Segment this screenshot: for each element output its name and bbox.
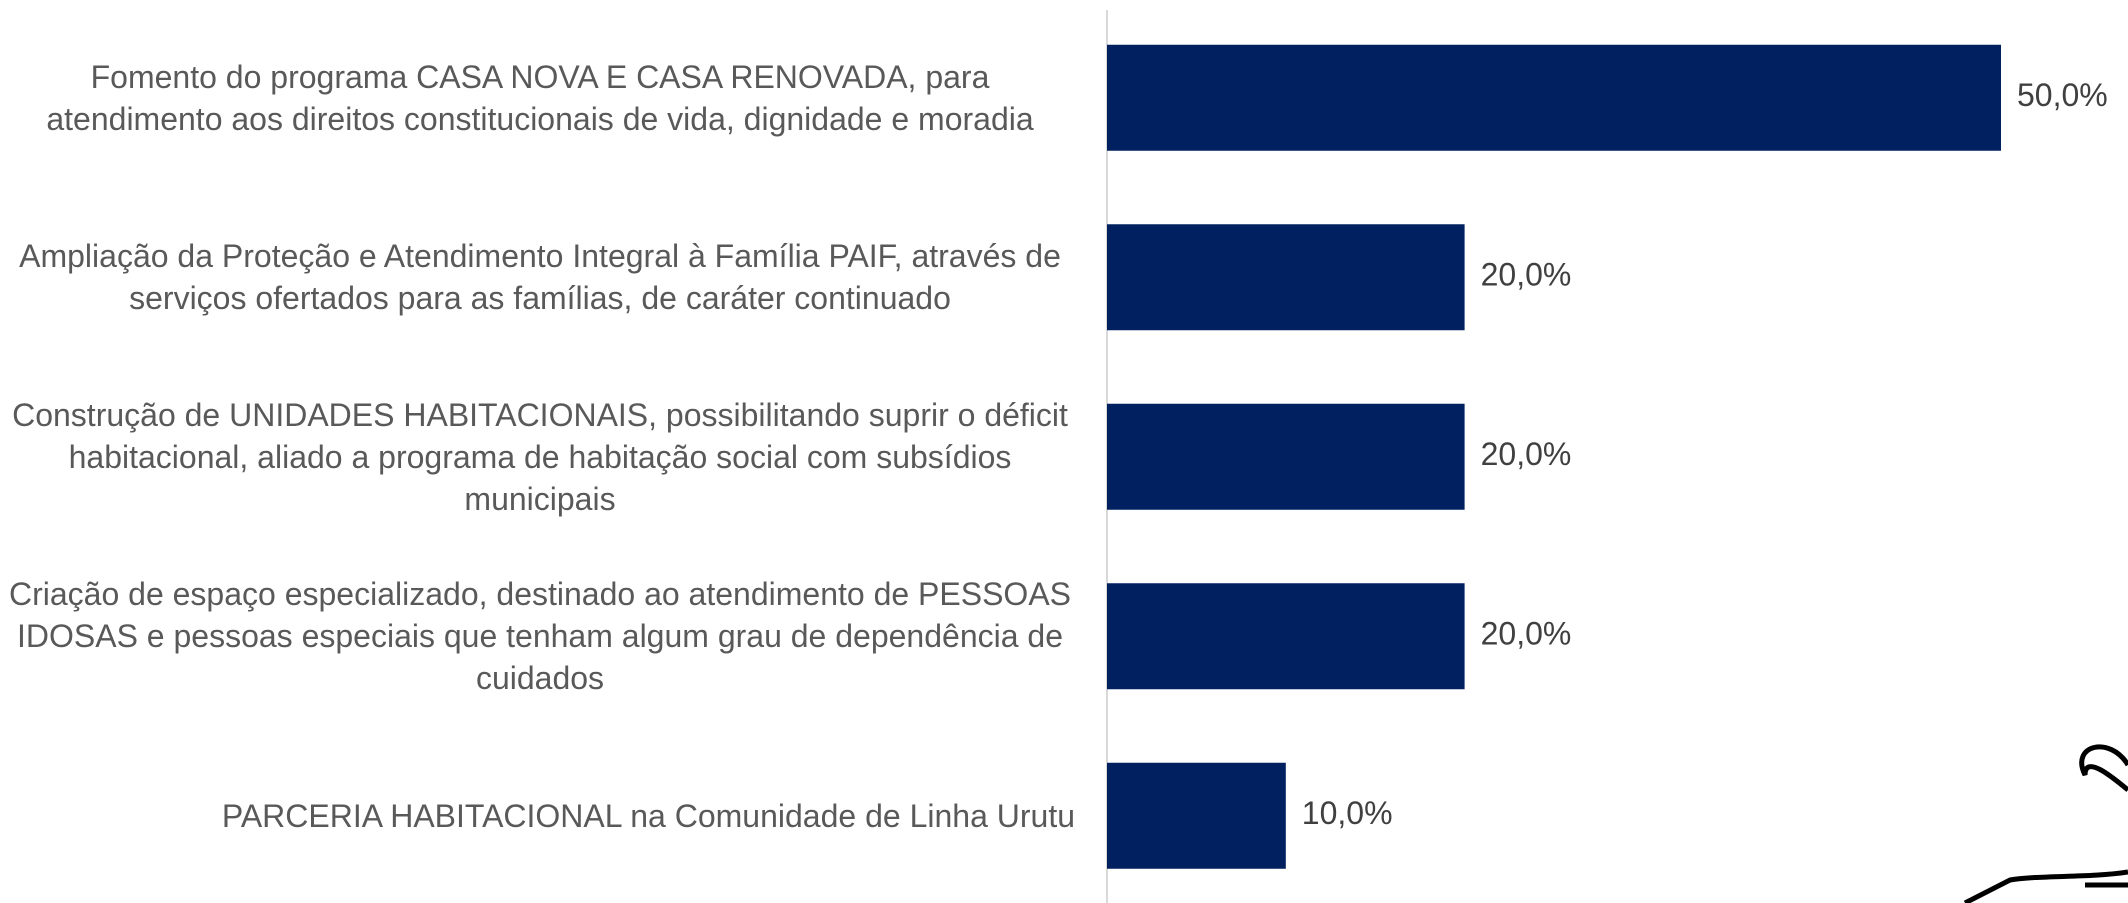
value-label: 20,0%: [1481, 436, 1572, 472]
value-label: 20,0%: [1481, 257, 1572, 293]
bar: [1107, 44, 2001, 151]
category-text: Criação de espaço especializado, destina…: [8, 576, 1071, 697]
category-label: PARCERIA HABITACIONAL na Comunidade de L…: [5, 795, 1075, 837]
bar: [1107, 224, 1465, 331]
category-label: Criação de espaço especializado, destina…: [5, 573, 1075, 699]
bar: [1107, 403, 1465, 510]
value-label: 10,0%: [1302, 795, 1393, 831]
category-text: Ampliação da Proteção e Atendimento Inte…: [19, 238, 1061, 317]
category-label: Fomento do programa CASA NOVA E CASA REN…: [5, 56, 1075, 140]
category-label: Ampliação da Proteção e Atendimento Inte…: [5, 235, 1075, 319]
category-label: Construção de UNIDADES HABITACIONAIS, po…: [5, 394, 1075, 520]
value-label: 20,0%: [1481, 616, 1572, 652]
category-text: PARCERIA HABITACIONAL na Comunidade de L…: [221, 797, 1075, 834]
heart-hand-icon: [1963, 744, 2128, 903]
heart-icon: [2079, 744, 2128, 792]
bar: [1107, 762, 1286, 869]
category-text: Fomento do programa CASA NOVA E CASA REN…: [46, 58, 1034, 137]
category-text: Construção de UNIDADES HABITACIONAIS, po…: [12, 396, 1068, 517]
value-label: 50,0%: [2017, 77, 2108, 113]
hand-icon: [1963, 869, 2128, 903]
bar: [1107, 583, 1465, 690]
